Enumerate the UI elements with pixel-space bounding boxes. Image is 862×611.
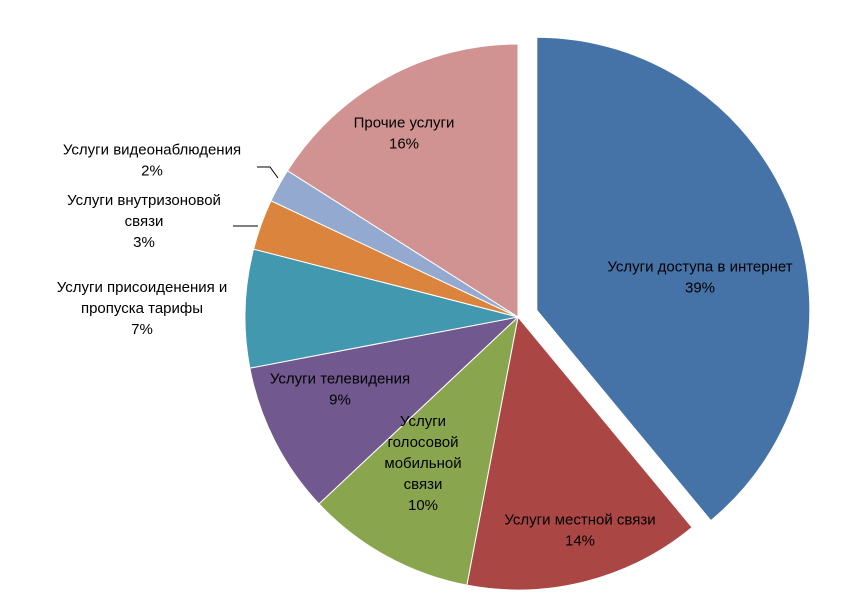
slice-label-line: Прочие услуги <box>354 115 455 132</box>
slice-label-line: голосовой <box>388 434 459 451</box>
leader-lines <box>233 166 279 227</box>
slice-label-line: Услуги <box>400 413 446 430</box>
slice-label-5: Услуги присоиденения и пропуска тарифы 7% <box>57 279 228 338</box>
slice-percent-label: 7% <box>131 321 153 338</box>
slice-percent-label: 10% <box>408 497 438 514</box>
pie-slices <box>244 36 811 591</box>
pie-slice-8 <box>286 43 519 318</box>
slice-label-line: мобильной <box>384 455 461 472</box>
slice-label-line: Услуги доступа в интернет <box>607 259 792 276</box>
slice-label-1: Услуги доступа в интернет 39% <box>607 259 792 297</box>
slice-label-2: Услуги местной связи 14% <box>504 512 655 550</box>
slice-label-line: связи <box>125 213 164 230</box>
slice-percent-label: 16% <box>389 136 419 153</box>
slice-percent-label: 39% <box>685 280 715 297</box>
pie-slice-1 <box>536 36 811 522</box>
pie-slice-2 <box>466 315 693 591</box>
slice-label-line: Услуги местной связи <box>504 512 655 529</box>
pie-slice-3 <box>318 315 519 586</box>
pie-slice-4 <box>249 316 520 505</box>
slice-label-8: Прочие услуги 16% <box>354 115 455 153</box>
slice-label-4: Услуги телевидения 9% <box>270 371 410 409</box>
slice-label-line: пропуска тарифы <box>81 300 203 317</box>
slice-label-line: Услуги телевидения <box>270 371 410 388</box>
slice-label-line: Услуги присоиденения и <box>57 279 228 296</box>
slice-percent-label: 14% <box>565 533 595 550</box>
slice-percent-label: 9% <box>329 392 351 409</box>
slice-label-3: Услуги голосовой мобильной связи 10% <box>384 413 461 514</box>
slice-label-line: Услуги внутризоновой <box>67 192 221 209</box>
slice-labels: Услуги доступа в интернет 39% Услуги местн… <box>57 115 793 550</box>
slice-percent-label: 3% <box>133 234 155 251</box>
leader-line-7 <box>257 166 279 179</box>
pie-slice-5 <box>244 248 519 369</box>
slice-percent-label: 2% <box>141 163 163 180</box>
slice-label-7: Услуги видеонаблюдения 2% <box>63 142 241 180</box>
slice-label-line: Услуги видеонаблюдения <box>63 142 241 159</box>
slice-label-line: связи <box>404 476 443 493</box>
slice-label-6: Услуги внутризоновой связи 3% <box>67 192 221 251</box>
